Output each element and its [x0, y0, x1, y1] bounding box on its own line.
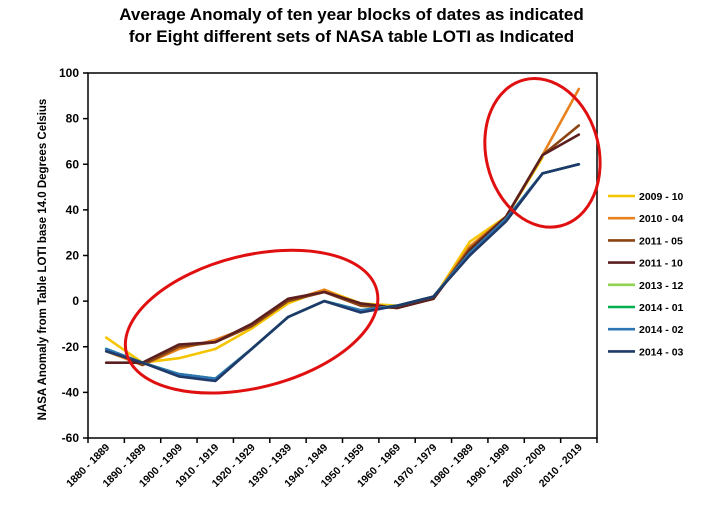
y-tick-label: 0 [72, 294, 79, 308]
chart-title-line-2: for Eight different sets of NASA table L… [128, 27, 575, 46]
chart-title-line-1: Average Anomaly of ten year blocks of da… [119, 5, 584, 24]
y-axis-label: NASA Anomaly from Table LOTI base 14.0 D… [37, 99, 49, 421]
series-line [104, 163, 581, 383]
plot-area-border [87, 72, 598, 439]
y-tick-label: -20 [62, 340, 80, 354]
y-tick-label: -40 [62, 385, 80, 399]
chart-title: Average Anomaly of ten year blocks of da… [0, 4, 703, 48]
y-tick-label: 80 [66, 112, 80, 126]
legend-label: 2010 - 04 [639, 213, 684, 225]
y-tick-label: 100 [59, 66, 79, 80]
series-line [104, 124, 581, 367]
series-line [104, 156, 544, 364]
y-tick-label: 20 [66, 249, 80, 263]
legend-label: 2009 - 10 [639, 191, 684, 203]
annotations-layer [123, 77, 602, 395]
series-layer [104, 87, 581, 383]
legend-label: 2013 - 12 [639, 280, 684, 292]
legend-label: 2014 - 02 [639, 324, 684, 336]
y-tick-label: 60 [66, 157, 80, 171]
legend-label: 2011 - 10 [639, 258, 683, 270]
series-line [104, 133, 581, 364]
annotation-ellipse [483, 77, 602, 229]
legend-label: 2014 - 03 [639, 346, 684, 358]
y-tick-label: 40 [66, 203, 80, 217]
y-tick-label: -60 [62, 431, 80, 445]
annotation-ellipse [123, 248, 380, 395]
series-line [104, 87, 581, 367]
legend: 2009 - 10 2010 - 04 2011 - 05 2011 - 10 2013… [608, 191, 684, 358]
legend-label: 2011 - 05 [639, 235, 683, 247]
legend-label: 2014 - 01 [639, 302, 684, 314]
